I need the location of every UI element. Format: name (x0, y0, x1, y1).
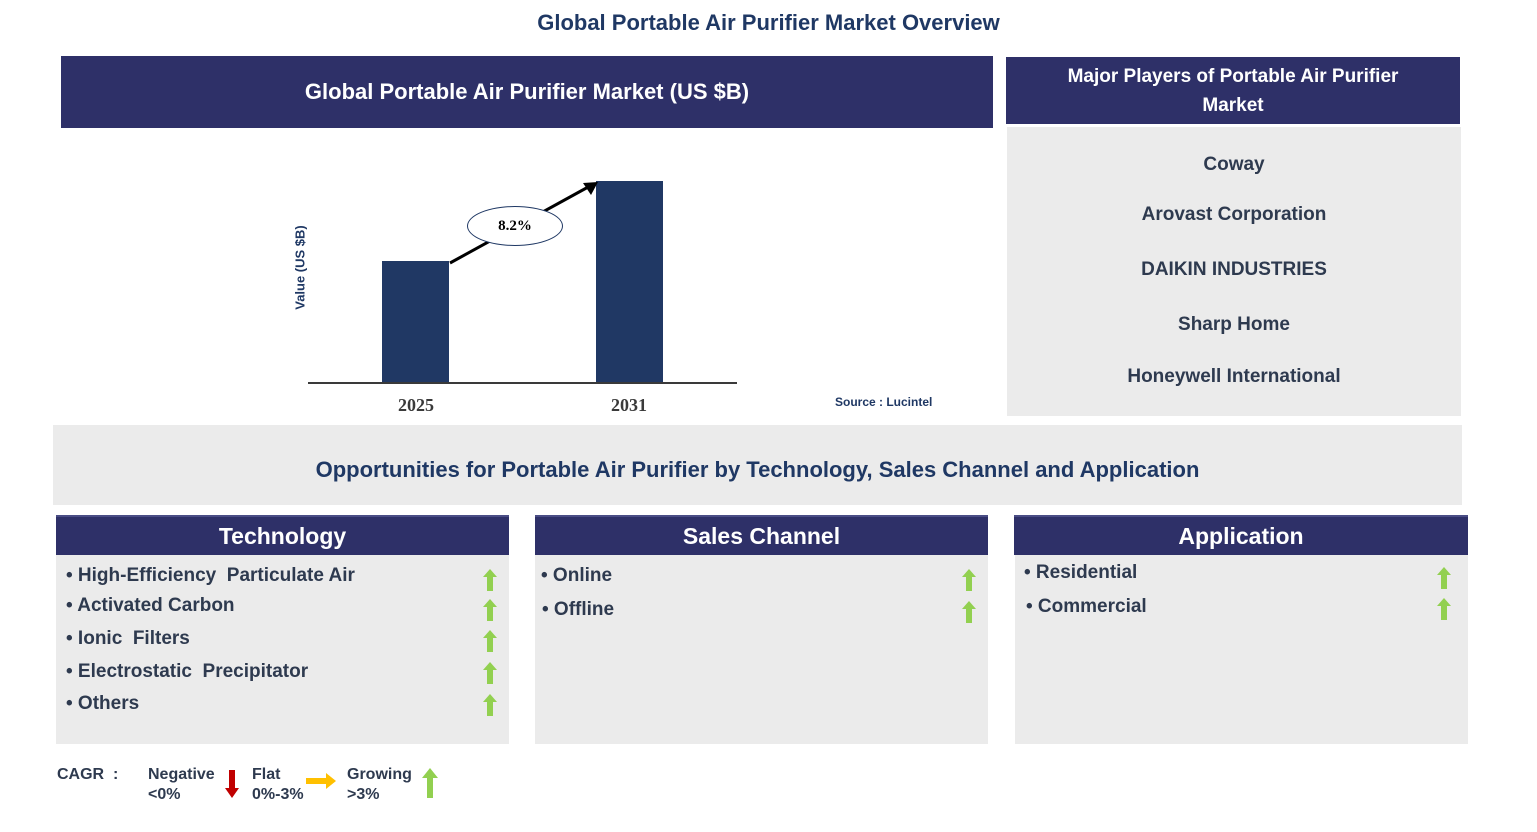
legend-negative: Negative <0% (148, 765, 215, 805)
segment-technology: Technology • High-Efficiency Particulate… (56, 515, 509, 744)
legend-flat-range: 0%-3% (252, 786, 304, 803)
growing-arrow-icon (1437, 598, 1451, 620)
legend-cagr-label: CAGR : (57, 766, 119, 783)
segment-item: • Residential (1024, 562, 1138, 583)
growing-arrow-icon (483, 630, 497, 652)
legend-flat-label: Flat (252, 766, 281, 783)
growing-arrow-icon (483, 662, 497, 684)
legend-growing: Growing >3% (347, 765, 412, 805)
bar-2025 (382, 261, 449, 383)
opportunities-title: Opportunities for Portable Air Purifier … (53, 425, 1462, 505)
flat-arrow-icon (306, 773, 336, 789)
negative-arrow-icon (225, 770, 239, 798)
segment-item: • High-Efficiency Particulate Air (66, 565, 355, 586)
segment-item: • Online (541, 565, 613, 586)
segment-item: • Commercial (1026, 596, 1147, 617)
growing-arrow-icon (483, 694, 497, 716)
player-item: Honeywell International (1127, 366, 1341, 387)
player-item: DAIKIN INDUSTRIES (1141, 259, 1327, 280)
source-note: Source : Lucintel (835, 395, 933, 409)
chart-header: Global Portable Air Purifier Market (US … (61, 56, 993, 128)
growing-arrow-icon (962, 601, 976, 623)
player-item: Coway (1203, 154, 1265, 175)
player-item: Sharp Home (1178, 314, 1290, 335)
players-header: Major Players of Portable Air Purifier M… (1006, 57, 1460, 124)
segment-item: • Others (66, 693, 140, 714)
growing-arrow-icon (962, 569, 976, 591)
segment-item: • Electrostatic Precipitator (66, 661, 309, 682)
segment-header: Sales Channel (535, 515, 988, 555)
players-list: Coway Arovast Corporation DAIKIN INDUSTR… (1007, 127, 1461, 416)
legend-flat: Flat 0%-3% (252, 765, 304, 805)
bar-2031 (596, 181, 663, 383)
segment-header: Application (1014, 515, 1468, 555)
segment-sales-channel: Sales Channel • Online • Offline (535, 515, 988, 744)
segment-item: • Activated Carbon (66, 595, 235, 616)
growing-arrow-icon (483, 599, 497, 621)
page-title: Global Portable Air Purifier Market Over… (537, 10, 1000, 35)
x-tick-2031: 2031 (611, 395, 647, 415)
x-axis-line (308, 382, 737, 384)
segment-header: Technology (56, 515, 509, 555)
x-tick-2025: 2025 (398, 395, 434, 415)
y-axis-label: Value (US $B) (292, 225, 308, 310)
legend-growing-range: >3% (347, 786, 380, 803)
segment-application: Application • Residential • Commercial (1014, 515, 1468, 744)
segment-item: • Offline (542, 599, 615, 620)
segment-item: • Ionic Filters (66, 628, 190, 649)
cagr-annotation: 8.2% (467, 206, 563, 246)
legend-negative-range: <0% (148, 786, 181, 803)
legend-negative-label: Negative (148, 766, 215, 783)
growing-arrow-icon (422, 768, 438, 798)
legend-growing-label: Growing (347, 766, 412, 783)
player-item: Arovast Corporation (1141, 204, 1327, 225)
growing-arrow-icon (1437, 567, 1451, 589)
growing-arrow-icon (483, 569, 497, 591)
